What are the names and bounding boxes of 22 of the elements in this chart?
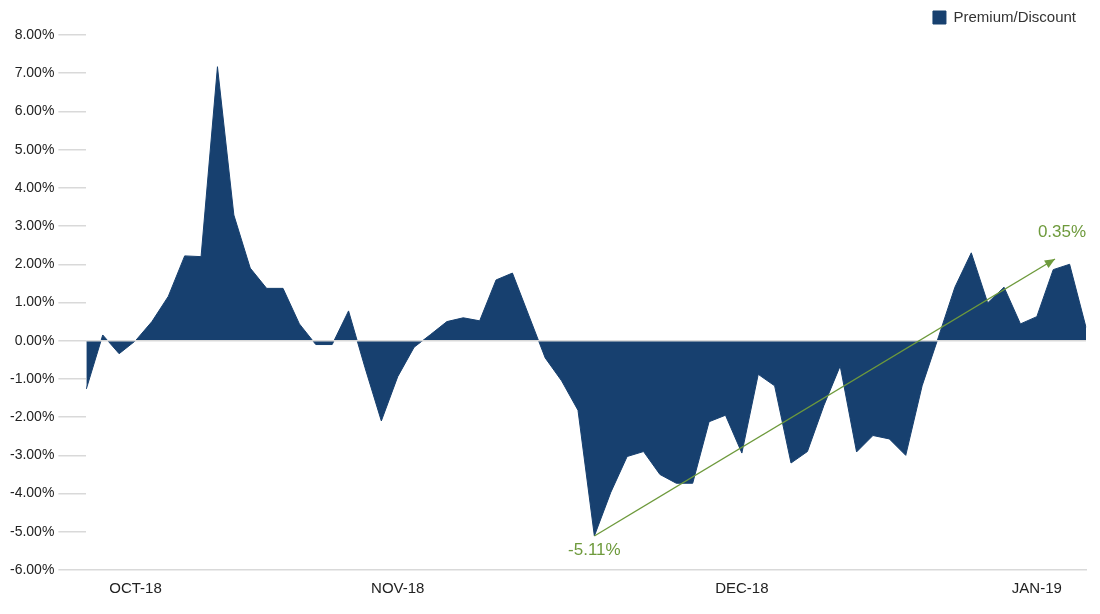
- annotation: 0.35%: [1037, 222, 1087, 242]
- x-tick-label: NOV-18: [371, 579, 425, 597]
- y-tick-label: -3.00%: [10, 446, 55, 463]
- y-tick-label: -5.00%: [10, 522, 55, 539]
- x-tick-label: OCT-18: [109, 579, 162, 597]
- y-tick-label: 5.00%: [14, 140, 55, 157]
- x-tick-label: DEC-18: [715, 579, 769, 597]
- y-tick-label: 0.00%: [14, 331, 55, 348]
- y-tick-label: 8.00%: [14, 25, 55, 42]
- y-tick-label: 1.00%: [14, 293, 55, 310]
- y-tick-label: -4.00%: [10, 484, 55, 501]
- y-tick-label: -1.00%: [10, 369, 55, 386]
- y-tick-label: 3.00%: [14, 216, 55, 233]
- y-tick-label: -6.00%: [10, 560, 55, 577]
- annotation: -5.11%: [568, 540, 621, 560]
- legend-label: Premium/Discount: [953, 7, 1077, 25]
- y-tick-label: 7.00%: [14, 64, 55, 81]
- y-tick-label: -2.00%: [10, 408, 55, 424]
- y-tick-label: 4.00%: [14, 178, 55, 195]
- y-tick-label: 2.00%: [14, 255, 55, 272]
- x-tick-label: JAN-19: [1011, 579, 1062, 597]
- y-tick-label: 6.00%: [14, 102, 55, 119]
